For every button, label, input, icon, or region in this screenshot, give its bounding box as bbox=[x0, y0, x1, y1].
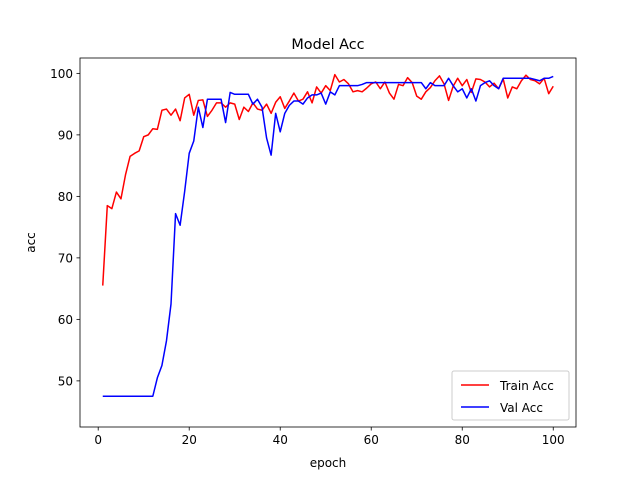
x-axis-ticks: 0 20 40 60 80 100 bbox=[94, 427, 565, 447]
y-tick-label: 70 bbox=[58, 251, 73, 265]
x-tick-label: 0 bbox=[94, 433, 102, 447]
legend: Train Acc Val Acc bbox=[451, 370, 570, 421]
x-tick-label: 20 bbox=[182, 433, 197, 447]
y-tick-label: 80 bbox=[58, 190, 73, 204]
x-tick-label: 100 bbox=[542, 433, 565, 447]
y-tick-label: 50 bbox=[58, 374, 73, 388]
legend-label-val-acc: Val Acc bbox=[500, 401, 543, 415]
y-tick-label: 100 bbox=[50, 67, 73, 81]
plot-frame bbox=[79, 57, 577, 428]
series-line-val-acc bbox=[102, 75, 554, 397]
x-tick-label: 80 bbox=[455, 433, 470, 447]
y-tick-label: 90 bbox=[58, 128, 73, 142]
series-line-train-acc bbox=[102, 73, 554, 286]
legend-label-train-acc: Train Acc bbox=[499, 379, 554, 393]
y-axis-label: acc bbox=[24, 232, 38, 253]
x-axis-label: epoch bbox=[310, 456, 347, 470]
y-tick-label: 60 bbox=[58, 313, 73, 327]
y-axis-ticks: 50 60 70 80 90 100 bbox=[50, 67, 80, 388]
x-tick-label: 60 bbox=[364, 433, 379, 447]
plot-area bbox=[102, 73, 554, 397]
chart-title: Model Acc bbox=[291, 37, 364, 53]
x-tick-label: 40 bbox=[273, 433, 288, 447]
